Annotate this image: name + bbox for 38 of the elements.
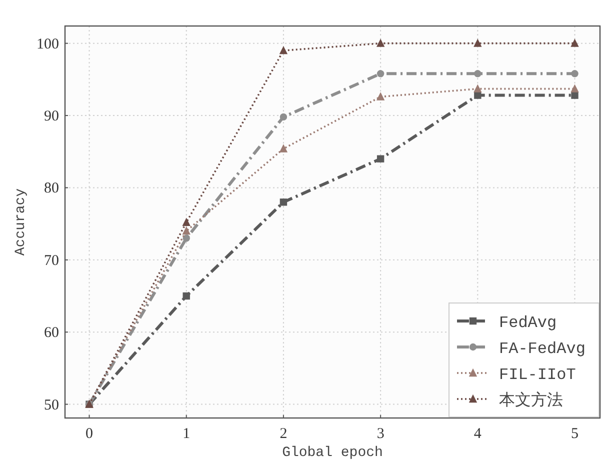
- point: [376, 155, 384, 162]
- x-axis-title: Global epoch: [282, 445, 383, 461]
- point: [474, 70, 482, 78]
- legend-label: 本文方法: [499, 391, 563, 410]
- point: [570, 84, 579, 92]
- x-tick-label: 2: [280, 426, 288, 442]
- point: [182, 226, 190, 235]
- point: [474, 38, 482, 47]
- legend-label: FA-FedAvg: [499, 340, 586, 358]
- point: [182, 218, 190, 226]
- point: [280, 198, 288, 206]
- y-axis-title: Accuracy: [13, 188, 29, 256]
- y-tick-label: 50: [44, 397, 59, 414]
- y-tick-label: 60: [44, 325, 59, 342]
- point: [474, 84, 482, 92]
- legend-label: FIL-IIoT: [499, 366, 576, 384]
- point: [182, 292, 190, 300]
- point: [570, 38, 579, 47]
- point: [376, 92, 385, 100]
- point: [571, 70, 578, 78]
- y-tick-label: 70: [44, 252, 59, 269]
- x-tick-label: 5: [571, 426, 579, 442]
- x-tick-label: 4: [474, 426, 482, 442]
- legend-label: FedAvg: [499, 314, 557, 332]
- point: [376, 38, 385, 47]
- x-tick-label: 3: [376, 426, 384, 442]
- y-tick-label: 80: [44, 180, 59, 197]
- x-tick-label: 1: [182, 426, 190, 442]
- point: [280, 113, 288, 121]
- point: [376, 70, 384, 78]
- point: [474, 92, 482, 99]
- x-tick-label: 0: [86, 426, 94, 442]
- point: [279, 46, 288, 54]
- y-tick-label: 100: [36, 36, 59, 52]
- y-tick-label: 90: [44, 108, 59, 125]
- point: [571, 92, 578, 99]
- point: [279, 144, 288, 152]
- point: [182, 234, 190, 242]
